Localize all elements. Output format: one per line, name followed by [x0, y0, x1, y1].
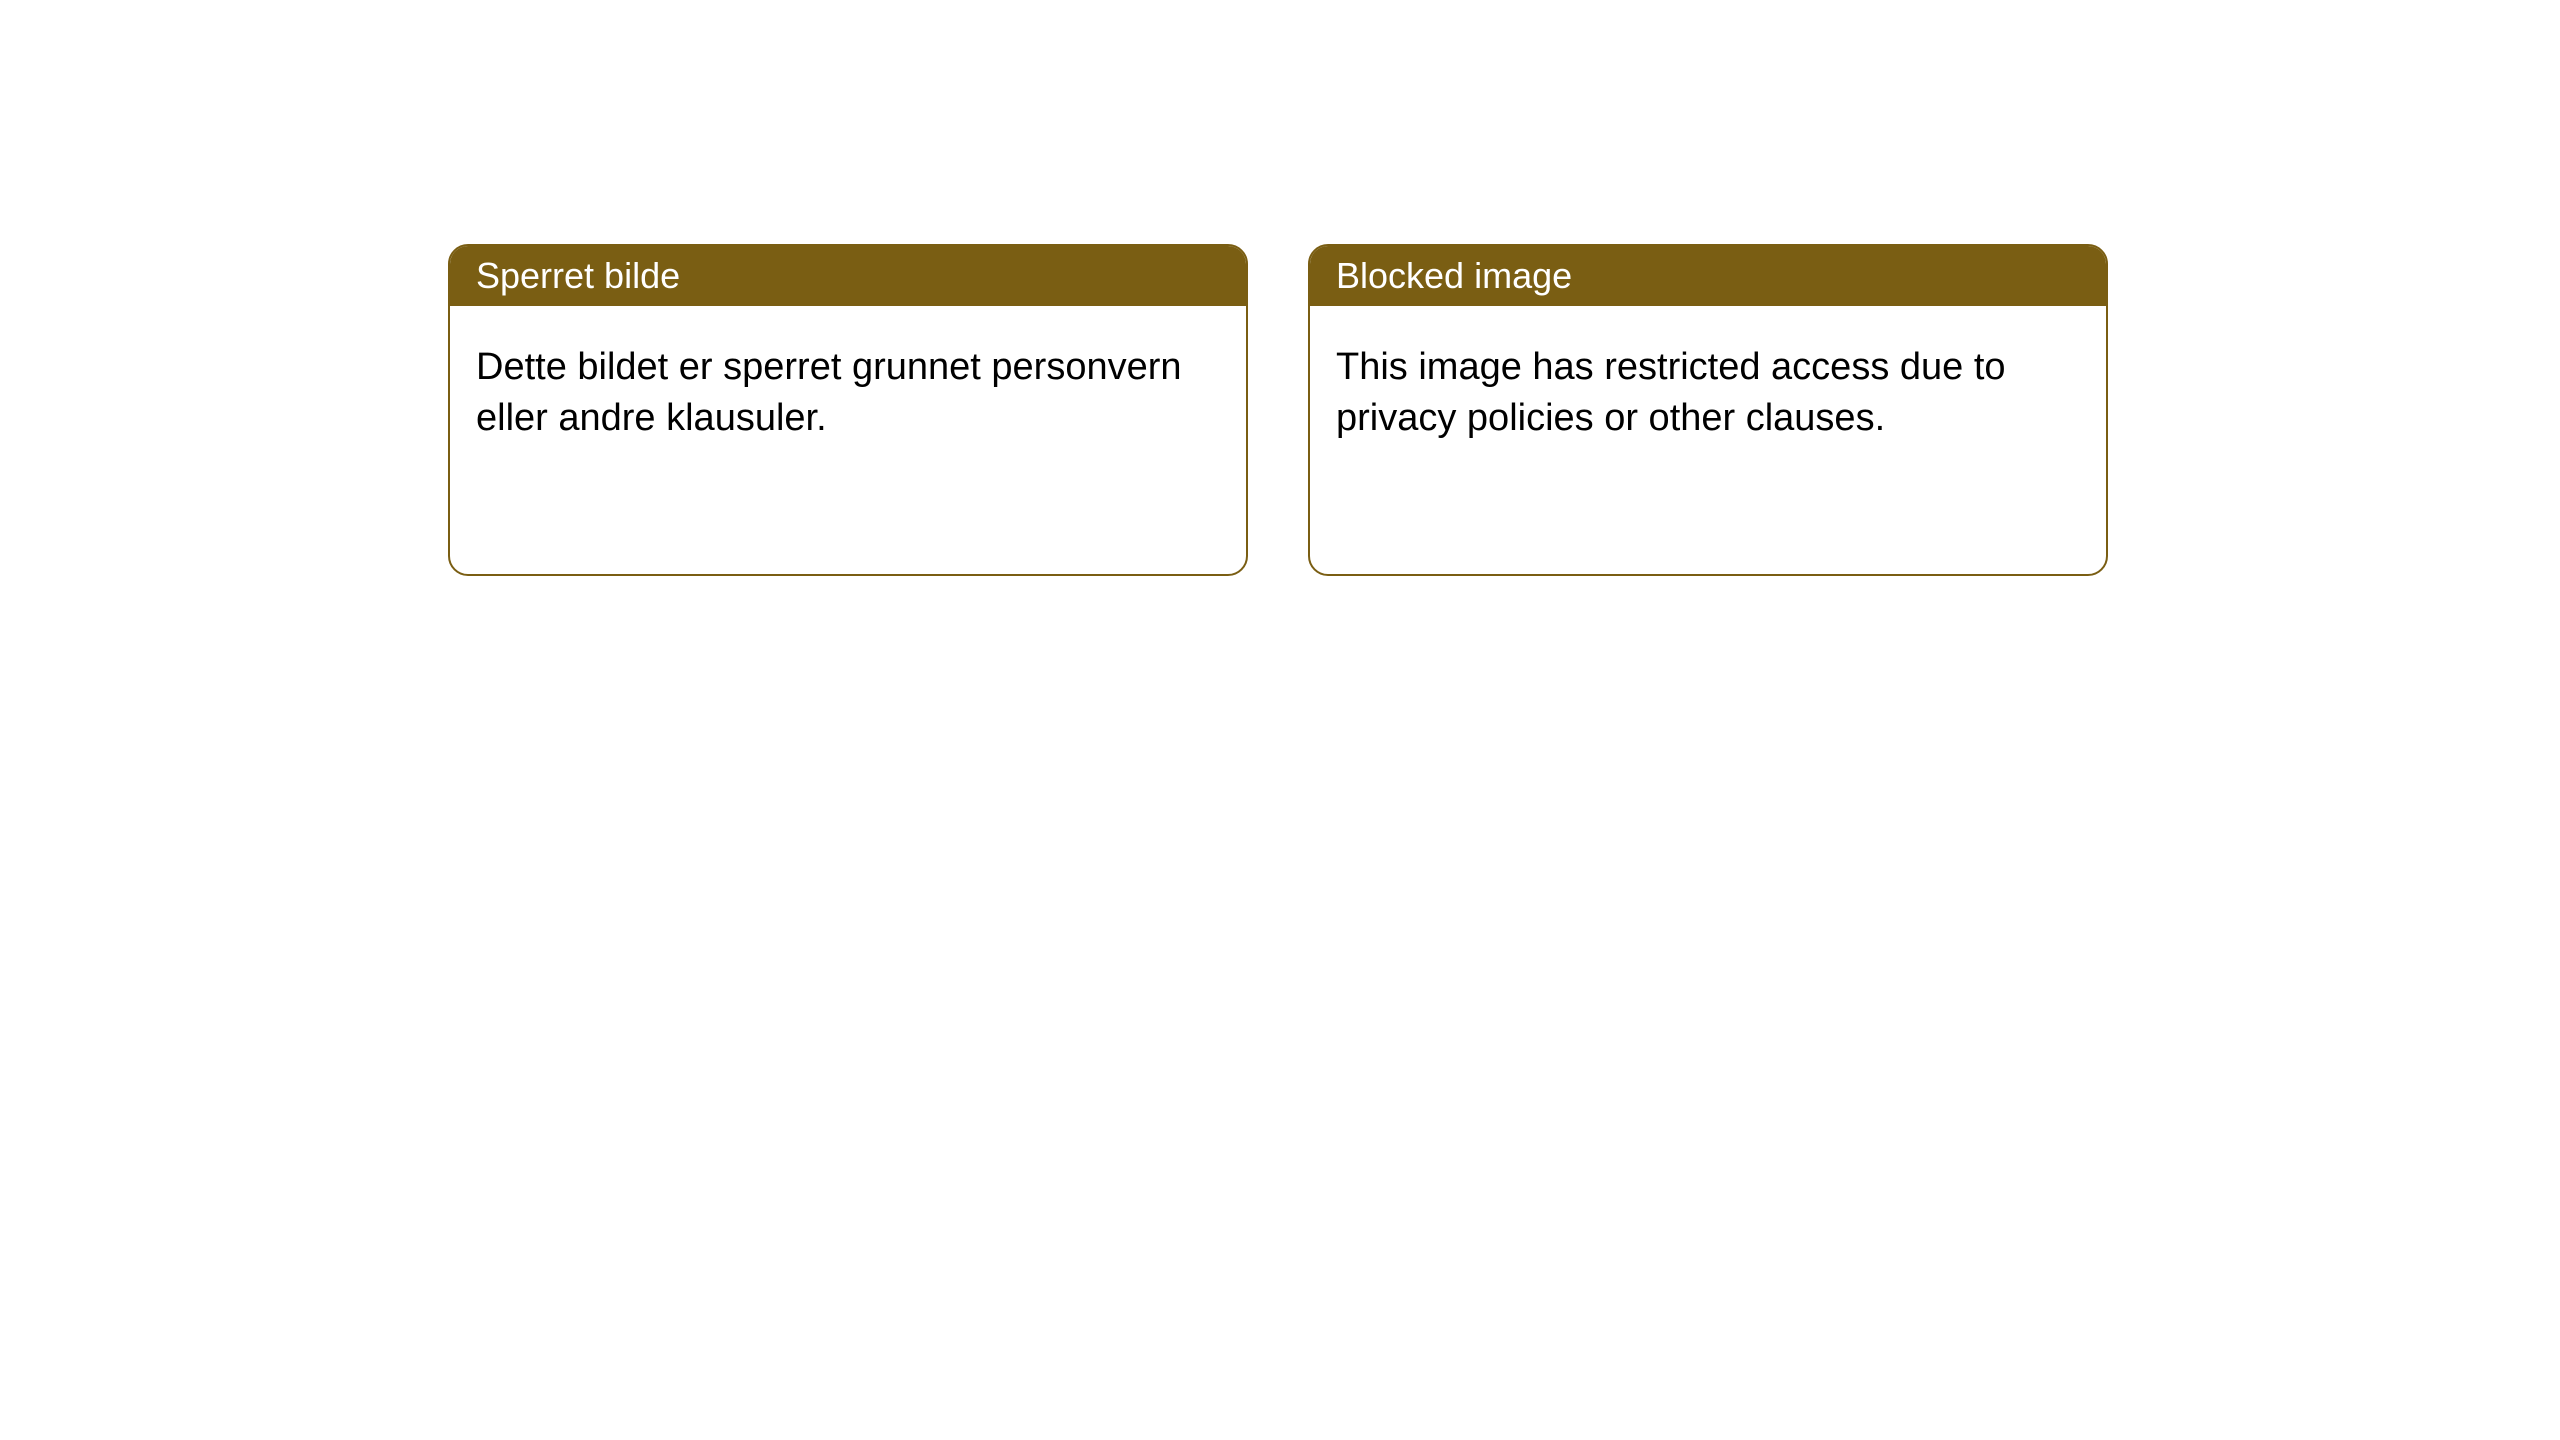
notice-header: Sperret bilde [450, 246, 1246, 306]
notice-body-text: This image has restricted access due to … [1336, 346, 2006, 439]
notice-box-norwegian: Sperret bilde Dette bildet er sperret gr… [448, 244, 1248, 576]
notice-title: Blocked image [1336, 255, 1572, 297]
notice-body: This image has restricted access due to … [1310, 306, 2106, 481]
notice-header: Blocked image [1310, 246, 2106, 306]
notice-body: Dette bildet er sperret grunnet personve… [450, 306, 1246, 481]
notice-title: Sperret bilde [476, 255, 680, 297]
notice-box-english: Blocked image This image has restricted … [1308, 244, 2108, 576]
notice-container: Sperret bilde Dette bildet er sperret gr… [448, 244, 2108, 576]
notice-body-text: Dette bildet er sperret grunnet personve… [476, 346, 1182, 439]
